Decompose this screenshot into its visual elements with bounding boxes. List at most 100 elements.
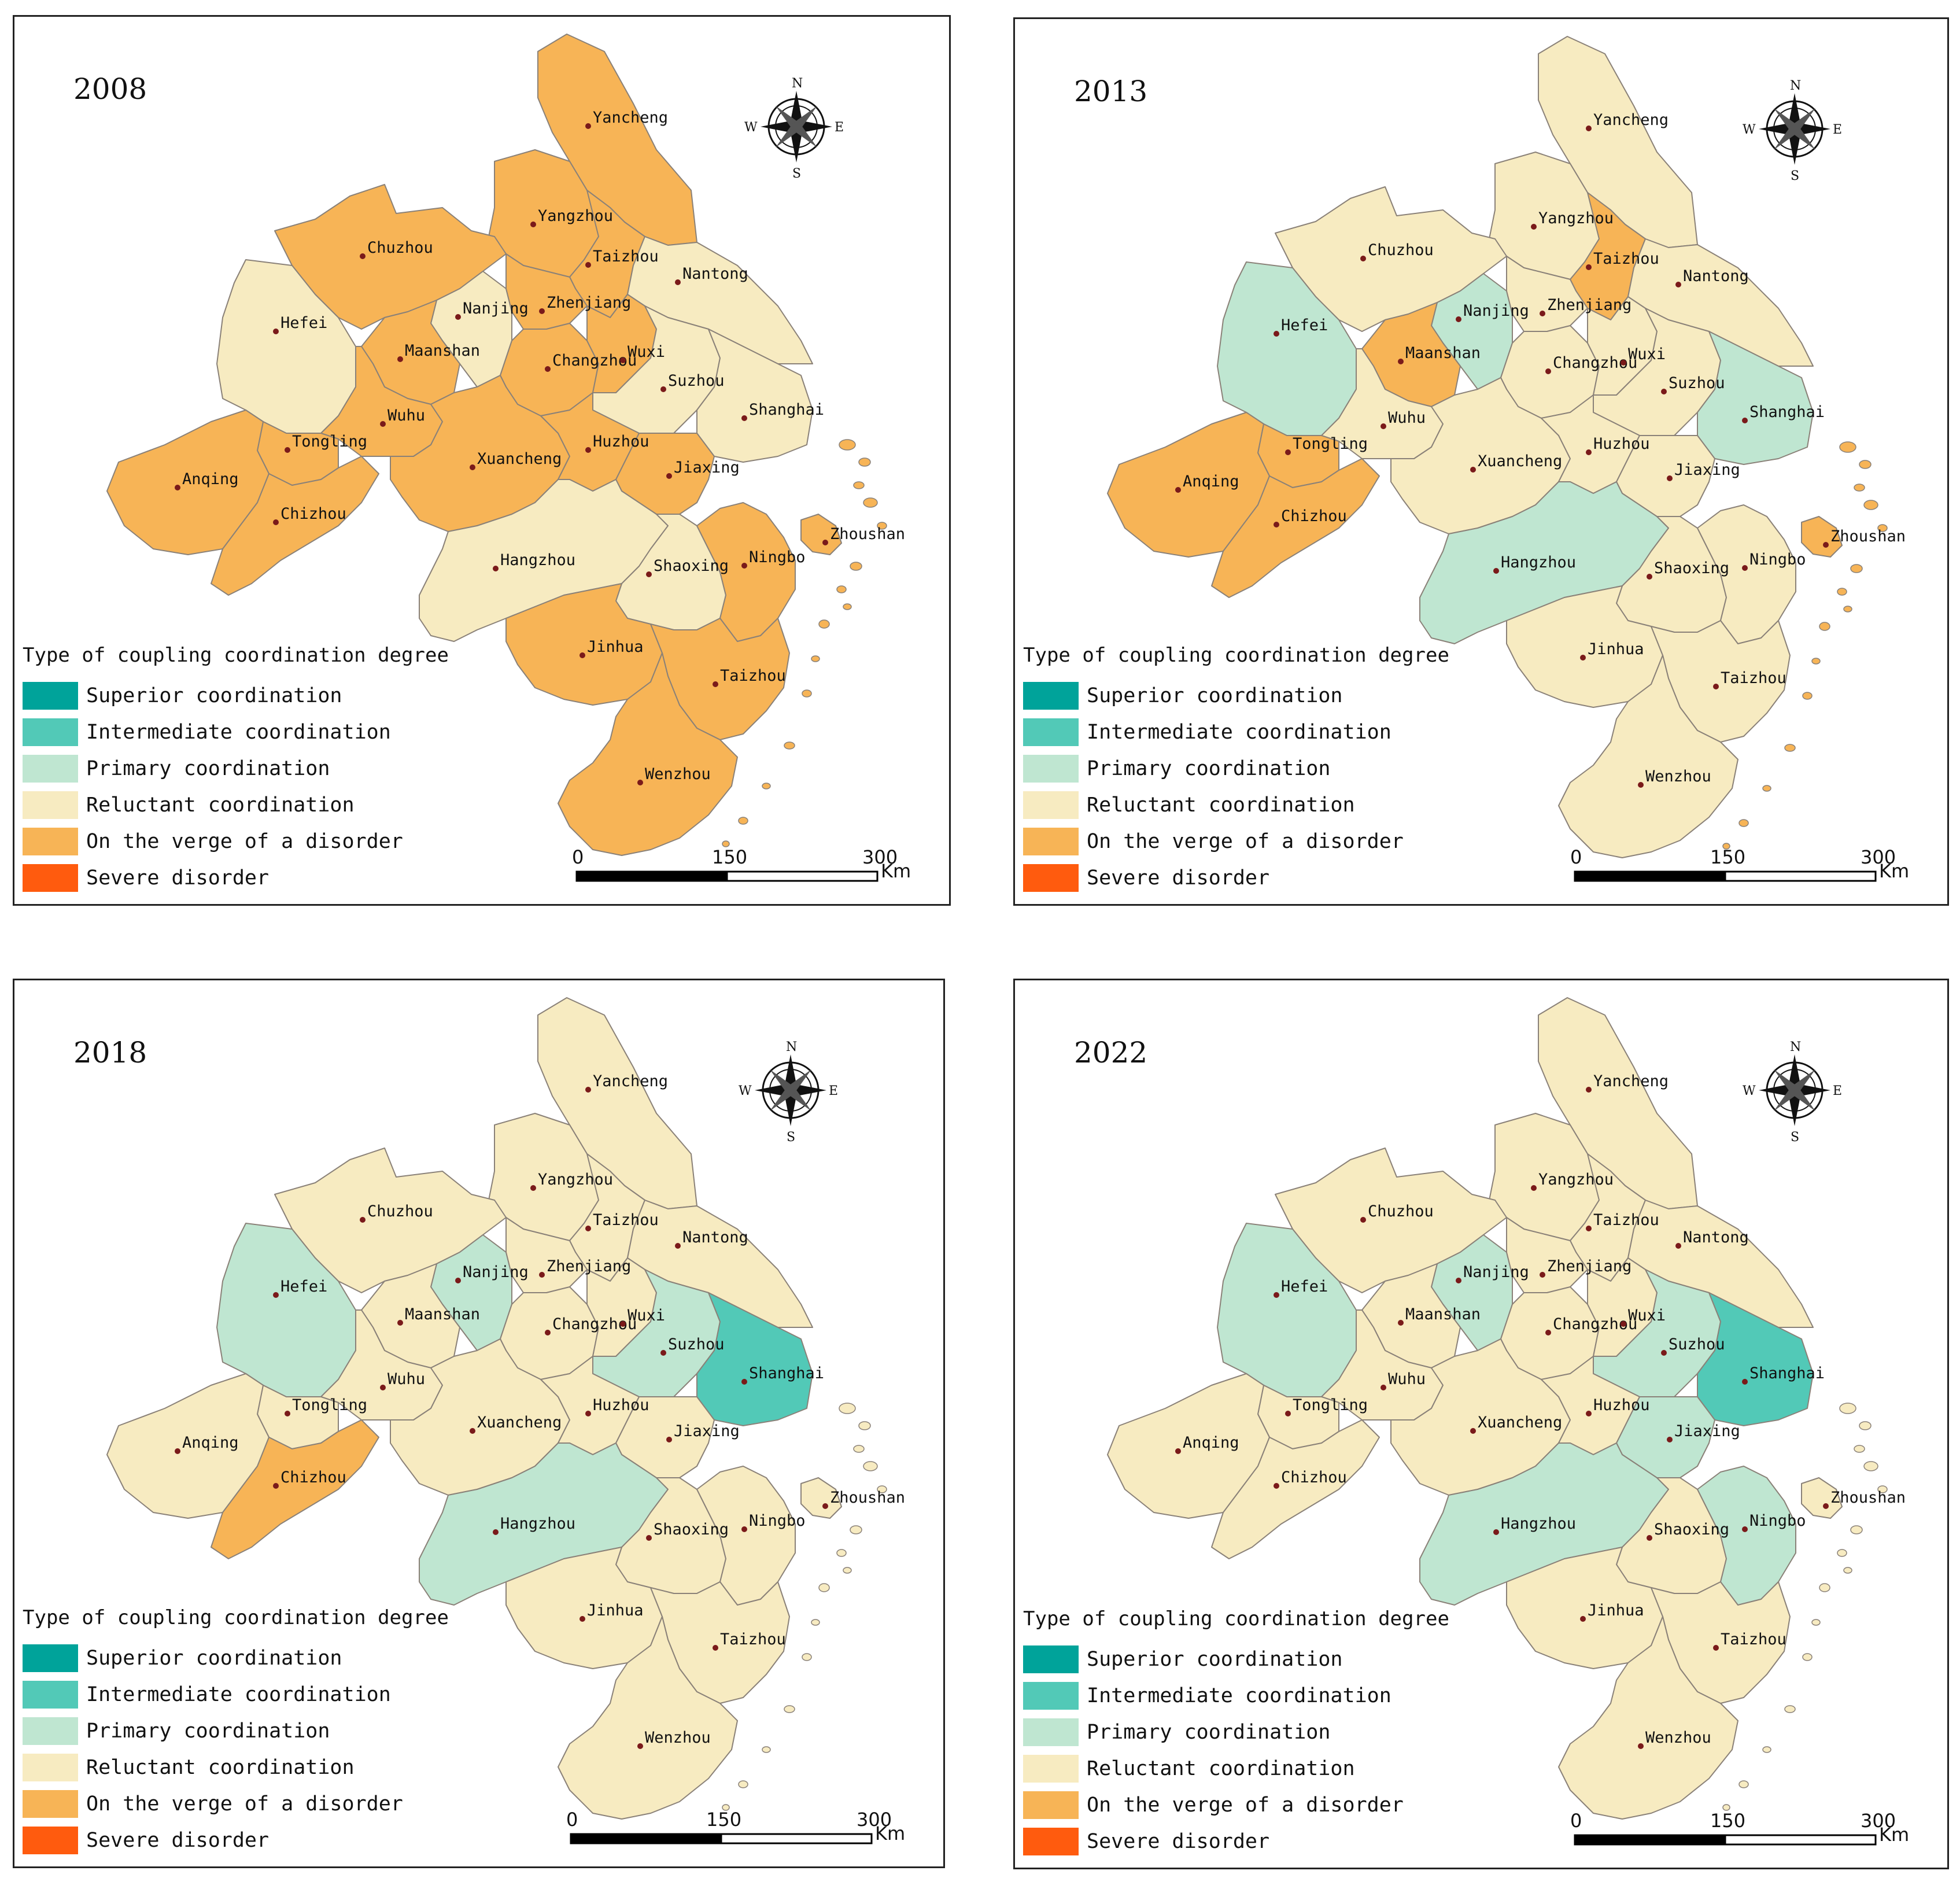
city-marker: [666, 1437, 672, 1442]
city-label-jinhua: Jinhua: [1588, 640, 1644, 658]
city-marker: [545, 366, 551, 372]
city-marker: [579, 652, 585, 658]
island-7: [1811, 658, 1821, 665]
city-label-zhoushan: Zhoushan: [830, 525, 905, 543]
city-label-anqing: Anqing: [1183, 1434, 1239, 1452]
city-label-taizhou2: Taizhou: [1721, 1630, 1786, 1648]
legend-label: Primary coordination: [86, 757, 330, 780]
city-label-yancheng: Yancheng: [1593, 111, 1669, 129]
map-canvas: Yancheng Yangzhou Taizhou Nantong Chuzhou Hef…: [106, 34, 911, 882]
island-7: [1811, 1619, 1821, 1626]
city-marker: [637, 780, 643, 785]
legend-label: Reluctant coordination: [1087, 1757, 1355, 1780]
legend-swatch: [1023, 1791, 1079, 1819]
island-9: [784, 1705, 795, 1713]
legend-label: Superior coordination: [86, 684, 342, 707]
region-zhenjiang: [505, 1217, 588, 1293]
scale-tick-label: 150: [706, 1809, 741, 1831]
region-zhenjiang: [1506, 1217, 1588, 1293]
island-6: [818, 1583, 830, 1592]
city-marker: [1470, 467, 1476, 473]
city-marker: [1175, 487, 1181, 493]
scale-tick-label: 0: [566, 1809, 578, 1831]
city-marker: [1580, 655, 1586, 661]
legend-item-primary: Primary coordination: [1023, 1714, 1449, 1750]
island-1: [1859, 1421, 1872, 1430]
compass-letter-e: E: [1833, 123, 1842, 137]
island-8: [1802, 1653, 1813, 1661]
island-12: [722, 1804, 730, 1811]
city-marker: [530, 1185, 536, 1191]
legend-swatch: [23, 1680, 78, 1709]
city-label-yangzhou: Yangzhou: [1538, 209, 1614, 227]
city-marker: [397, 1320, 403, 1326]
city-marker: [660, 1350, 666, 1356]
city-label-chizhou: Chizhou: [1281, 507, 1347, 525]
city-marker: [493, 1529, 499, 1535]
map-year-title: 2018: [73, 1036, 147, 1069]
city-marker: [1540, 311, 1545, 316]
city-marker: [741, 1379, 747, 1385]
city-marker: [360, 253, 366, 259]
island-10: [762, 783, 771, 789]
legend-swatch: [23, 1753, 78, 1781]
city-marker: [585, 123, 591, 129]
map-canvas: Yancheng Yangzhou Taizhou Nantong Chuzhou Hef…: [1107, 997, 1909, 1846]
compass-letter-e: E: [835, 120, 844, 135]
city-marker: [579, 1616, 585, 1622]
city-label-hefei: Hefei: [1281, 1278, 1328, 1296]
legend-swatch: [23, 1717, 78, 1745]
city-marker: [1580, 1616, 1586, 1622]
city-label-tongling: Tongling: [292, 433, 367, 451]
map-panel-2022: Yancheng Yangzhou Taizhou Nantong Chuzhou Hef…: [1013, 979, 1949, 1869]
legend-label: Severe disorder: [1087, 1829, 1270, 1853]
scale-tick-label: 300: [1861, 1810, 1896, 1832]
island-6: [1819, 1583, 1830, 1592]
city-marker: [585, 1411, 591, 1416]
compass-letter-w: W: [1743, 123, 1756, 137]
city-label-chizhou: Chizhou: [280, 1469, 346, 1486]
city-label-shanghai: Shanghai: [1749, 403, 1825, 421]
city-marker: [1470, 1428, 1476, 1434]
legend-label: Severe disorder: [86, 1828, 270, 1852]
compass-letter-n: N: [792, 76, 803, 91]
compass-icon: N S E W: [1743, 79, 1842, 183]
city-marker: [455, 1278, 461, 1283]
regions: [1107, 36, 1843, 858]
map-panel-2008: Yancheng Yangzhou Taizhou Nantong Chuzhou Hef…: [13, 15, 951, 906]
legend-title: Type of coupling coordination degree: [1023, 1607, 1449, 1630]
compass-icon: N S E W: [744, 76, 844, 181]
city-label-nantong: Nantong: [682, 265, 748, 283]
compass-icon: N S E W: [739, 1040, 838, 1145]
city-label-jiaxing: Jiaxing: [674, 459, 740, 477]
island-4: [850, 562, 862, 571]
city-marker: [1675, 1243, 1681, 1249]
island-9: [1784, 1705, 1796, 1713]
city-label-taizhou: Taizhou: [593, 248, 659, 265]
city-marker: [1398, 359, 1404, 364]
legend-title: Type of coupling coordination degree: [1023, 644, 1449, 667]
city-marker: [1274, 1483, 1279, 1489]
city-marker: [741, 415, 747, 421]
scale-tick-label: 150: [1710, 846, 1745, 868]
city-marker: [470, 1428, 475, 1434]
city-label-huzhou: Huzhou: [1593, 435, 1650, 453]
city-marker: [585, 262, 591, 268]
legend-swatch: [23, 791, 78, 819]
city-label-zhoushan: Zhoushan: [830, 1489, 905, 1507]
island-5: [1837, 588, 1847, 596]
city-marker: [1713, 684, 1719, 689]
city-marker: [380, 421, 386, 427]
legend-swatch: [1023, 1754, 1079, 1783]
city-label-wuhu: Wuhu: [387, 407, 425, 425]
city-marker: [646, 1535, 652, 1541]
city-marker: [175, 485, 180, 490]
legend-item-severe: Severe disorder: [1023, 1823, 1449, 1859]
legend-swatch: [1023, 1827, 1079, 1855]
legend-swatch: [1023, 864, 1079, 892]
city-label-wuhu: Wuhu: [387, 1370, 425, 1388]
map-canvas: Yancheng Yangzhou Taizhou Nantong Chuzhou Hef…: [1107, 36, 1909, 882]
city-marker: [1742, 1379, 1748, 1385]
city-marker: [1586, 126, 1592, 131]
scale-unit-label: Km: [1879, 860, 1909, 882]
